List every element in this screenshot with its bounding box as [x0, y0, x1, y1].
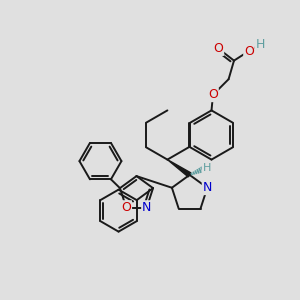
Text: O: O: [244, 44, 254, 58]
Text: O: O: [214, 42, 223, 55]
Text: H: H: [202, 163, 211, 173]
Text: N: N: [202, 181, 212, 194]
Text: N: N: [142, 201, 152, 214]
Text: H: H: [256, 38, 265, 51]
Text: O: O: [121, 201, 131, 214]
Polygon shape: [167, 160, 191, 177]
Text: O: O: [208, 88, 218, 101]
